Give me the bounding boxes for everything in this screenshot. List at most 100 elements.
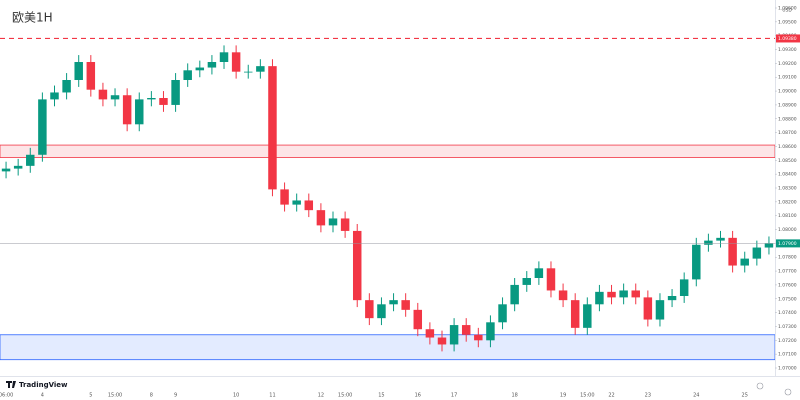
candle-body bbox=[13, 165, 23, 169]
candle-body bbox=[328, 218, 338, 226]
price-label-box bbox=[776, 239, 800, 248]
candle-body bbox=[340, 218, 350, 231]
x-tick-label: 18 bbox=[511, 393, 517, 399]
settings-icon[interactable] bbox=[756, 382, 764, 390]
y-tick-label: 1.07800 bbox=[778, 255, 797, 261]
currency-label: USD bbox=[782, 8, 792, 14]
y-tick-label: 1.08000 bbox=[778, 227, 797, 233]
candle-body bbox=[352, 230, 362, 301]
chart-title: 欧美1H bbox=[12, 11, 53, 25]
candle-body bbox=[413, 309, 423, 330]
candle-body bbox=[365, 300, 374, 319]
candle-body bbox=[558, 290, 568, 301]
candle-body bbox=[26, 154, 35, 166]
x-tick-label: 17 bbox=[451, 393, 457, 399]
candle-body bbox=[534, 268, 544, 278]
x-tick-label: 11 bbox=[269, 393, 275, 399]
y-tick-label: 1.08400 bbox=[778, 172, 797, 178]
x-tick-label: 9 bbox=[174, 393, 177, 399]
candle-body bbox=[38, 99, 47, 155]
candle-body bbox=[449, 325, 459, 345]
candle-body bbox=[1, 168, 11, 172]
candle-body bbox=[377, 304, 386, 319]
y-tick-label: 1.09300 bbox=[778, 47, 797, 53]
candle-body bbox=[498, 304, 507, 323]
candle-body bbox=[62, 80, 71, 93]
x-tick-label: 06:00 bbox=[0, 393, 13, 399]
candle-body bbox=[401, 300, 410, 310]
brand-name: TradingView bbox=[19, 381, 68, 389]
candle-body bbox=[667, 296, 677, 301]
candle-body bbox=[728, 237, 737, 266]
candle-body bbox=[474, 334, 483, 341]
candle-body bbox=[135, 99, 144, 125]
candle-body bbox=[752, 247, 762, 259]
price-label: 1.09380 bbox=[778, 36, 797, 42]
y-tick-label: 1.09600 bbox=[778, 6, 797, 12]
y-tick-label: 1.07200 bbox=[778, 338, 797, 344]
candle-body bbox=[595, 291, 604, 305]
price-label: 1.07900 bbox=[778, 241, 797, 247]
candle-body bbox=[219, 52, 229, 62]
x-tick-label: 25 bbox=[742, 393, 748, 399]
y-tick-label: 1.08300 bbox=[778, 186, 797, 192]
candle-body bbox=[280, 189, 289, 205]
gear-icon[interactable] bbox=[784, 388, 792, 396]
x-tick-label: 24 bbox=[693, 393, 699, 399]
x-tick-label: 8 bbox=[150, 393, 153, 399]
y-tick-label: 1.08100 bbox=[778, 213, 797, 219]
y-tick-label: 1.08800 bbox=[778, 116, 797, 122]
candle-body bbox=[740, 258, 749, 266]
y-tick-label: 1.07700 bbox=[778, 269, 797, 275]
candle-body bbox=[607, 291, 616, 298]
candle-body bbox=[510, 284, 519, 305]
candle-body bbox=[183, 70, 192, 80]
candle-body bbox=[619, 290, 628, 298]
candle-body bbox=[316, 210, 326, 226]
x-tick-label: 15:00 bbox=[338, 393, 352, 399]
x-tick-label: 23 bbox=[645, 393, 651, 399]
candle-body bbox=[437, 337, 447, 345]
candle-body bbox=[522, 278, 531, 285]
candle-body bbox=[86, 62, 96, 90]
x-tick-label: 4 bbox=[41, 393, 44, 399]
candle-body bbox=[159, 98, 168, 105]
candle-body bbox=[704, 240, 713, 245]
y-tick-label: 1.08200 bbox=[778, 199, 797, 205]
x-tick-label: 12 bbox=[318, 393, 324, 399]
candle-body bbox=[171, 80, 180, 105]
candle-body bbox=[716, 237, 725, 241]
y-tick-label: 1.07500 bbox=[778, 296, 797, 302]
y-tick-label: 1.07100 bbox=[778, 352, 797, 358]
candle-body bbox=[631, 290, 640, 298]
candle-body bbox=[304, 200, 314, 211]
candle-body bbox=[655, 300, 665, 320]
candle-body bbox=[110, 95, 120, 100]
y-tick-label: 1.08700 bbox=[778, 130, 797, 136]
candle-body bbox=[643, 297, 653, 320]
y-tick-label: 1.09000 bbox=[778, 89, 797, 95]
y-tick-label: 1.08900 bbox=[778, 102, 797, 108]
candle-body bbox=[679, 279, 689, 296]
candle-body bbox=[98, 89, 108, 100]
candle-body bbox=[122, 95, 132, 125]
y-tick-label: 1.08500 bbox=[778, 158, 797, 164]
candle-body bbox=[425, 329, 435, 338]
y-tick-label: 1.09200 bbox=[778, 61, 797, 67]
y-tick-label: 1.07600 bbox=[778, 282, 797, 288]
candle-body bbox=[207, 62, 217, 68]
candle-body bbox=[244, 71, 253, 73]
x-tick-label: 15 bbox=[378, 393, 384, 399]
zone bbox=[0, 334, 776, 361]
candle-body bbox=[268, 66, 277, 190]
y-tick-label: 1.08600 bbox=[778, 144, 797, 150]
x-tick-label: 22 bbox=[608, 393, 614, 399]
x-tick-label: 19 bbox=[560, 393, 566, 399]
zone bbox=[0, 144, 776, 158]
candle-body bbox=[292, 200, 301, 205]
candle-body bbox=[570, 300, 580, 328]
y-tick-label: 1.09500 bbox=[778, 19, 797, 25]
x-tick-label: 5 bbox=[89, 393, 92, 399]
